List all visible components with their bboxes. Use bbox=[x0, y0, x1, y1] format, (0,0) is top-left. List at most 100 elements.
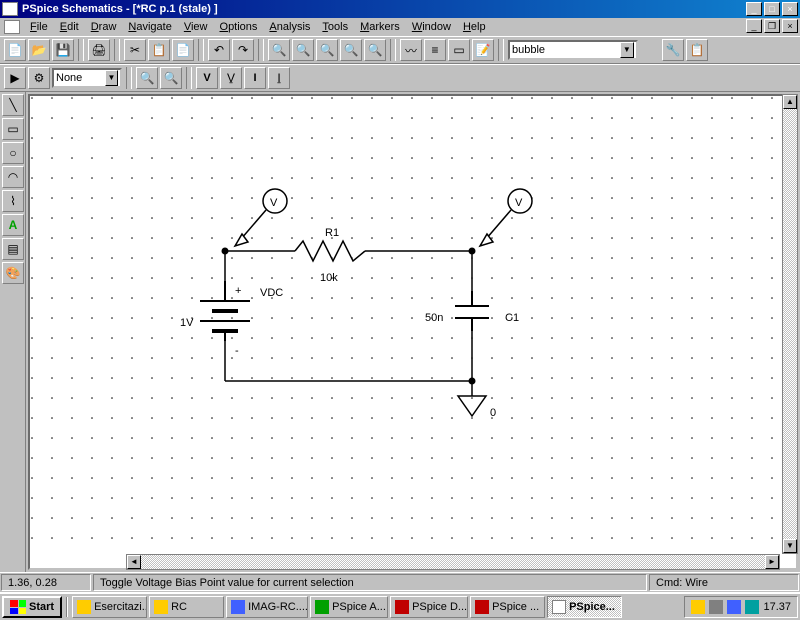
taskbar-item-2[interactable]: IMAG-RC.... bbox=[226, 596, 308, 618]
ibias2-button[interactable]: I̱ bbox=[268, 67, 290, 89]
canvas-area: + - VDC 1V R1 10k C1 50n bbox=[26, 92, 800, 572]
taskbar-item-4[interactable]: PSpice D... bbox=[390, 596, 468, 618]
vertical-scrollbar[interactable]: ▲ ▼ bbox=[782, 94, 798, 554]
sim-profile-combo[interactable]: ▼ bbox=[52, 68, 122, 88]
doc-restore-button[interactable]: ❐ bbox=[764, 19, 780, 33]
taskbar-item-3[interactable]: PSpice A... bbox=[310, 596, 388, 618]
bus-tool-button[interactable]: ≡ bbox=[424, 39, 446, 61]
minimize-button[interactable]: _ bbox=[746, 2, 762, 16]
sim-profile-input[interactable] bbox=[56, 72, 105, 84]
maximize-button[interactable]: □ bbox=[764, 2, 780, 16]
part-name-dropdown-icon[interactable]: ▼ bbox=[620, 42, 634, 58]
marker-v-button[interactable]: 🔍 bbox=[136, 67, 158, 89]
ibias-button[interactable]: I bbox=[244, 67, 266, 89]
schematic-canvas[interactable]: + - VDC 1V R1 10k C1 50n bbox=[28, 94, 798, 570]
menu-tools[interactable]: Tools bbox=[316, 19, 354, 35]
open-button[interactable]: 📂 bbox=[28, 39, 50, 61]
statusbar: 1.36, 0.28 Toggle Voltage Bias Point val… bbox=[0, 572, 800, 592]
sim-profile-dropdown-icon[interactable]: ▼ bbox=[105, 70, 118, 86]
draw-line-button[interactable]: ╲ bbox=[2, 94, 24, 116]
redraw-button[interactable]: 🔍 bbox=[268, 39, 290, 61]
vdc-value-label[interactable]: 1V bbox=[180, 317, 194, 329]
zoom-area-button[interactable]: 🔍 bbox=[340, 39, 362, 61]
undo-button[interactable]: ↶ bbox=[208, 39, 230, 61]
svg-text:V: V bbox=[270, 197, 278, 209]
menu-analysis[interactable]: Analysis bbox=[263, 19, 316, 35]
tray-icon-3[interactable] bbox=[727, 600, 741, 614]
simulate-button[interactable]: ▶ bbox=[4, 67, 26, 89]
layers-button[interactable]: ▤ bbox=[2, 238, 24, 260]
schematic-svg: + - VDC 1V R1 10k C1 50n bbox=[30, 96, 785, 544]
status-coords: 1.36, 0.28 bbox=[1, 574, 91, 591]
tray-clock: 17.37 bbox=[763, 601, 791, 613]
r1-value-label[interactable]: 10k bbox=[320, 272, 338, 284]
vbias2-button[interactable]: V̱ bbox=[220, 67, 242, 89]
start-button[interactable]: Start bbox=[2, 596, 62, 618]
taskbar-item-0[interactable]: Esercitazi... bbox=[72, 596, 147, 618]
draw-arc-button[interactable]: ◠ bbox=[2, 166, 24, 188]
taskbar-item-5[interactable]: PSpice ... bbox=[470, 596, 545, 618]
c1-name-label[interactable]: C1 bbox=[505, 312, 519, 324]
main-area: ╲ ▭ ○ ◠ ⌇ A ▤ 🎨 bbox=[0, 92, 800, 572]
menu-window[interactable]: Window bbox=[406, 19, 457, 35]
zoom-out-button[interactable]: 🔍 bbox=[316, 39, 338, 61]
cut-button[interactable]: ✂ bbox=[124, 39, 146, 61]
edit-sim-button[interactable]: 📋 bbox=[686, 39, 708, 61]
scroll-right-button[interactable]: ► bbox=[765, 555, 779, 569]
r1-name-label[interactable]: R1 bbox=[325, 227, 339, 239]
menu-file[interactable]: File bbox=[24, 19, 54, 35]
close-button[interactable]: × bbox=[782, 2, 798, 16]
taskbar: Start Esercitazi... RC IMAG-RC.... PSpic… bbox=[0, 592, 800, 620]
copy-button[interactable]: 📋 bbox=[148, 39, 170, 61]
zoom-fit-button[interactable]: 🔍 bbox=[364, 39, 386, 61]
redo-button[interactable]: ↷ bbox=[232, 39, 254, 61]
setup-button[interactable]: ⚙ bbox=[28, 67, 50, 89]
tray-icon-4[interactable] bbox=[745, 600, 759, 614]
paste-button[interactable]: 📄 bbox=[172, 39, 194, 61]
menubar: File Edit Draw Navigate View Options Ana… bbox=[0, 18, 800, 36]
menu-view[interactable]: View bbox=[178, 19, 214, 35]
draw-text-button[interactable]: A bbox=[2, 214, 24, 236]
horizontal-scrollbar[interactable]: ◄ ► bbox=[126, 554, 780, 570]
system-tray[interactable]: 17.37 bbox=[684, 596, 798, 618]
new-button[interactable]: 📄 bbox=[4, 39, 26, 61]
menu-markers[interactable]: Markers bbox=[354, 19, 406, 35]
tray-icon-1[interactable] bbox=[691, 600, 705, 614]
drawing-toolbar: ╲ ▭ ○ ◠ ⌇ A ▤ 🎨 bbox=[0, 92, 26, 572]
gnd-label[interactable]: 0 bbox=[490, 407, 496, 419]
status-cmd: Cmd: Wire bbox=[649, 574, 799, 591]
menu-help[interactable]: Help bbox=[457, 19, 492, 35]
zoom-in-button[interactable]: 🔍 bbox=[292, 39, 314, 61]
menu-draw[interactable]: Draw bbox=[85, 19, 123, 35]
colors-button[interactable]: 🎨 bbox=[2, 262, 24, 284]
part-name-combo[interactable]: ▼ bbox=[508, 40, 638, 60]
taskbar-item-6[interactable]: PSpice... bbox=[547, 596, 622, 618]
scroll-up-button[interactable]: ▲ bbox=[783, 95, 797, 109]
print-button[interactable]: 🖨 bbox=[88, 39, 110, 61]
menu-options[interactable]: Options bbox=[214, 19, 264, 35]
marker-i-button[interactable]: 🔍 bbox=[160, 67, 182, 89]
scroll-down-button[interactable]: ▼ bbox=[783, 539, 797, 553]
part-name-input[interactable] bbox=[512, 44, 620, 56]
doc-close-button[interactable]: × bbox=[782, 19, 798, 33]
save-button[interactable]: 💾 bbox=[52, 39, 74, 61]
menu-edit[interactable]: Edit bbox=[54, 19, 85, 35]
draw-rect-button[interactable]: ▭ bbox=[2, 118, 24, 140]
get-part-button[interactable]: 🔧 bbox=[662, 39, 684, 61]
menu-navigate[interactable]: Navigate bbox=[122, 19, 177, 35]
titlebar: PSpice Schematics - [*RC p.1 (stale) ] _… bbox=[0, 0, 800, 18]
tray-icon-2[interactable] bbox=[709, 600, 723, 614]
vbias-button[interactable]: V bbox=[196, 67, 218, 89]
doc-minimize-button[interactable]: _ bbox=[746, 19, 762, 33]
wire-tool-button[interactable]: 〰 bbox=[400, 39, 422, 61]
vdc-name-label[interactable]: VDC bbox=[260, 287, 283, 299]
draw-polyline-button[interactable]: ⌇ bbox=[2, 190, 24, 212]
scroll-left-button[interactable]: ◄ bbox=[127, 555, 141, 569]
c1-value-label[interactable]: 50n bbox=[425, 312, 443, 324]
block-tool-button[interactable]: ▭ bbox=[448, 39, 470, 61]
vdc-plus-label: + bbox=[235, 285, 241, 297]
draw-circle-button[interactable]: ○ bbox=[2, 142, 24, 164]
taskbar-item-1[interactable]: RC bbox=[149, 596, 224, 618]
main-toolbar: 📄 📂 💾 🖨 ✂ 📋 📄 ↶ ↷ 🔍 🔍 🔍 🔍 🔍 〰 ≡ ▭ 📝 ▼ 🔧 … bbox=[0, 36, 800, 64]
edit-attr-button[interactable]: 📝 bbox=[472, 39, 494, 61]
